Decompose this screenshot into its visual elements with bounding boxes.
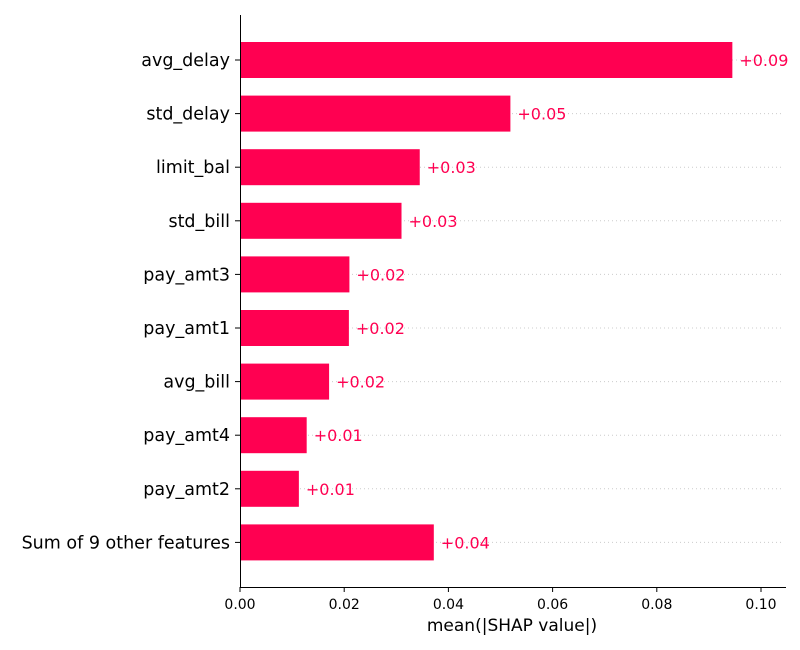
x-tick-label: 0.06 [537, 597, 568, 613]
category-label: avg_delay [141, 51, 230, 71]
tick-layer: avg_delay std_delay limit_bal std_bill pay_a… [22, 51, 777, 613]
category-label: limit_bal [156, 158, 230, 178]
category-label: pay_amt2 [143, 480, 230, 500]
bar-avg-delay [240, 42, 733, 78]
bar-pay-amt3 [240, 256, 350, 293]
value-label: +0.05 [517, 105, 566, 124]
value-label: +0.03 [427, 158, 476, 177]
bar-limit-bal [240, 149, 420, 186]
value-label: +0.01 [314, 426, 363, 445]
value-label: +0.09 [739, 51, 788, 70]
category-label: pay_amt4 [143, 426, 230, 446]
x-axis-label: mean(|SHAP value|) [427, 616, 597, 636]
category-label: pay_amt1 [143, 319, 230, 339]
category-label: pay_amt3 [143, 265, 230, 285]
bar-pay-amt1 [240, 310, 349, 346]
category-label: std_delay [146, 105, 230, 125]
value-label: +0.04 [441, 533, 490, 552]
bar-avg-bill [240, 363, 330, 400]
x-tick-label: 0.10 [745, 597, 776, 613]
category-label: avg_bill [163, 373, 230, 393]
value-label: +0.02 [356, 265, 405, 284]
value-label: +0.02 [356, 319, 405, 338]
category-label: std_bill [168, 212, 230, 232]
bar-sum-of-9-other-features [240, 524, 434, 561]
category-label: Sum of 9 other features [22, 533, 230, 553]
bar-std-bill [240, 202, 402, 239]
x-tick-label: 0.08 [641, 597, 672, 613]
axis-layer [240, 15, 786, 588]
value-label: +0.03 [409, 212, 458, 231]
bar-pay-amt4 [240, 417, 307, 454]
bar-std-delay [240, 95, 511, 132]
value-label: +0.02 [336, 373, 385, 392]
bar-layer: +0.09 +0.05 +0.03 +0.03 +0.02 +0.02 +0.02 +0.01… [240, 42, 788, 561]
value-label: +0.01 [306, 480, 355, 499]
x-tick-label: 0.00 [224, 597, 255, 613]
grid-layer [240, 59, 784, 543]
x-tick-label: 0.02 [329, 597, 360, 613]
x-tick-label: 0.04 [433, 597, 464, 613]
bar-pay-amt2 [240, 470, 299, 507]
